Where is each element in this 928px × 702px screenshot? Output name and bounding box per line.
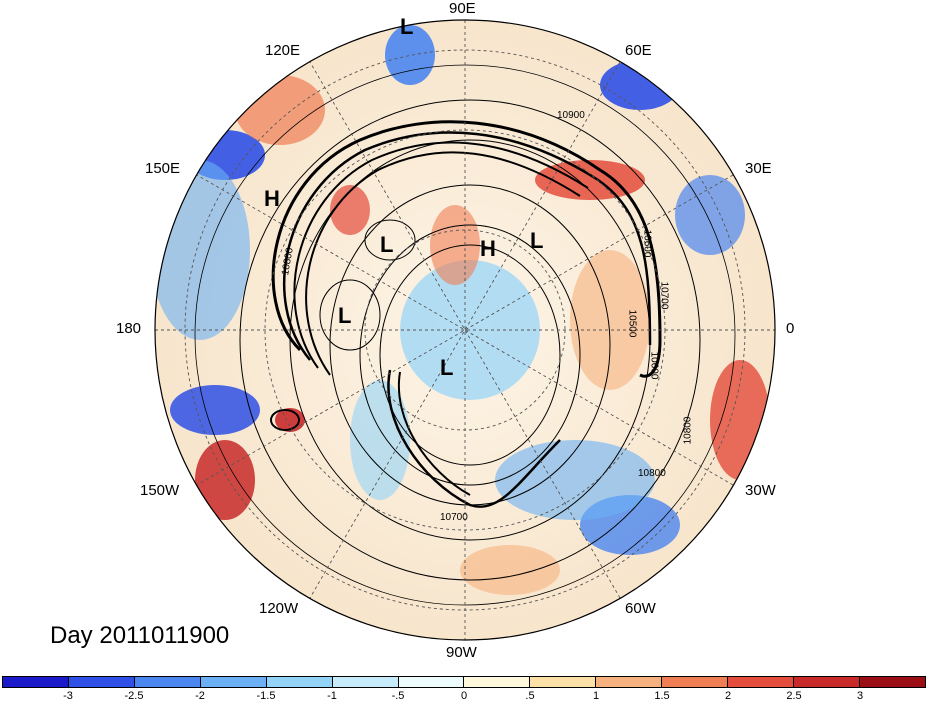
colorbar-tick-label: 2.5 bbox=[786, 690, 802, 702]
colorbar-box bbox=[728, 677, 795, 687]
date-title: Day 2011011900 bbox=[50, 622, 230, 649]
colorbar-tick-label: -2 bbox=[195, 690, 205, 702]
lon-label-90e: 90E bbox=[449, 0, 476, 17]
lon-label-90w: 90W bbox=[446, 644, 477, 661]
colorbar-tick-label: 3 bbox=[856, 690, 864, 702]
colorbar-tick-label: 2 bbox=[724, 690, 732, 702]
low-marker: L bbox=[338, 303, 352, 328]
colorbar-box bbox=[398, 677, 465, 687]
contour-label: 10800 bbox=[682, 416, 694, 445]
contour-label: 10600 bbox=[641, 229, 653, 258]
colorbar-box bbox=[596, 677, 663, 687]
colorbar-tick-label: -2.5 bbox=[124, 690, 144, 702]
colorbar-box bbox=[464, 677, 531, 687]
contour-label: 10700 bbox=[440, 512, 468, 523]
contour-label: 10500 bbox=[626, 309, 638, 338]
polar-map bbox=[154, 19, 776, 641]
map-boundary bbox=[154, 19, 776, 641]
graticule bbox=[155, 20, 775, 640]
lon-label-30w: 30W bbox=[745, 482, 776, 499]
contour-label: 10700 bbox=[658, 281, 670, 310]
colorbar-tick-label: .5 bbox=[525, 690, 535, 702]
lon-label-120e: 120E bbox=[265, 42, 301, 59]
lon-label-120w: 120W bbox=[259, 600, 299, 617]
contour-label: 10800 bbox=[638, 468, 666, 479]
colorbar-box bbox=[859, 677, 925, 687]
low-marker: L bbox=[400, 14, 414, 39]
colorbar-tick-label: -1.5 bbox=[256, 690, 276, 702]
colorbar-tick-label: -3 bbox=[63, 690, 73, 702]
colorbar-tick-label: -.5 bbox=[391, 690, 405, 702]
contour-label: 10600 bbox=[648, 351, 660, 380]
lon-label-60e: 60E bbox=[625, 42, 652, 59]
low-marker: L bbox=[530, 228, 544, 253]
colorbar-box bbox=[266, 677, 333, 687]
colorbar-box bbox=[68, 677, 135, 687]
high-marker: H bbox=[480, 236, 496, 261]
colorbar-tick-label: 0 bbox=[460, 690, 468, 702]
colorbar-box bbox=[332, 677, 399, 687]
lon-label-30e: 30E bbox=[745, 160, 772, 177]
colorbar-box bbox=[662, 677, 729, 687]
lon-label-60w: 60W bbox=[625, 600, 656, 617]
lon-label-150w: 150W bbox=[140, 482, 180, 499]
colorbar-tick-label: 1 bbox=[592, 690, 600, 702]
low-marker: L bbox=[380, 232, 394, 257]
colorbar-box bbox=[794, 677, 860, 687]
colorbar-box bbox=[200, 677, 267, 687]
low-marker: L bbox=[440, 355, 454, 380]
colorbar-tick-label: 1.5 bbox=[654, 690, 670, 702]
colorbar-box bbox=[530, 677, 597, 687]
high-marker: H bbox=[264, 186, 280, 211]
colorbar-tick-label: -1 bbox=[327, 690, 337, 702]
colorbar-box bbox=[134, 677, 201, 687]
lon-label-150e: 150E bbox=[145, 160, 181, 177]
lon-label-0: 0 bbox=[786, 320, 795, 337]
colorbar-box bbox=[3, 677, 69, 687]
lon-label-180: 180 bbox=[116, 320, 142, 337]
contour-label: 10900 bbox=[557, 110, 585, 121]
colorbar bbox=[2, 676, 926, 688]
